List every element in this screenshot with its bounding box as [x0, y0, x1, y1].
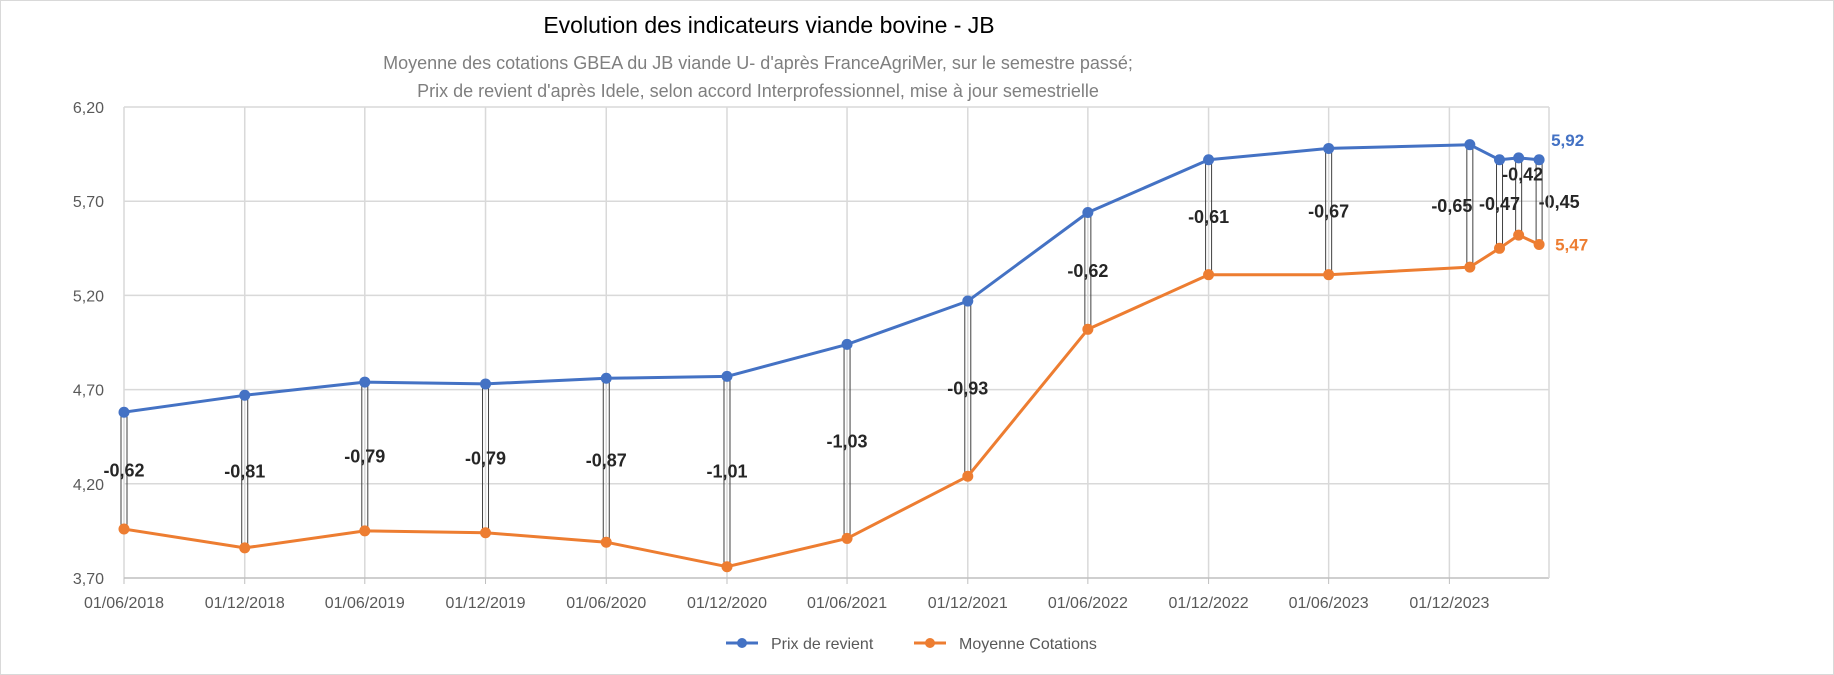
data-point-cotations [239, 542, 251, 554]
data-point-prix [118, 406, 130, 418]
data-labels: -0,62 -0,81 -0,79 -0,79 -0,87 -1,01 -1,03 -0,93… [103, 131, 1588, 482]
gap-data-label: -0,67 [1308, 202, 1349, 222]
data-point-prix [721, 370, 733, 382]
data-point-cotations [1323, 269, 1335, 281]
data-point-cotations [1494, 242, 1506, 254]
gap-data-label: -0,61 [1188, 207, 1229, 227]
data-point-cotations [962, 470, 974, 482]
x-tick-label: 01/12/2022 [1169, 595, 1249, 612]
data-point-cotations [1464, 261, 1476, 273]
chart-subtitle-line-1: Moyenne des cotations GBEA du JB viande … [383, 53, 1133, 73]
x-tick-label: 01/12/2019 [445, 595, 525, 612]
data-point-prix [962, 295, 974, 307]
gap-data-label: -0,45 [1539, 192, 1580, 212]
data-point-prix [239, 389, 251, 401]
x-tick-label: 01/06/2018 [84, 595, 164, 612]
y-tick-label: 4,70 [73, 383, 104, 400]
gap-data-label: -0,81 [224, 462, 265, 482]
gap-data-label: -0,87 [586, 450, 627, 470]
data-point-cotations [841, 532, 853, 544]
data-point-cotations [359, 525, 371, 537]
data-point-cotations [1513, 229, 1525, 241]
axes: 3,70 4,20 4,70 5,20 5,70 6,20 01/06/2018 01/12/… [73, 100, 1550, 612]
x-tick-label: 01/06/2021 [807, 595, 887, 612]
x-tick-label: 01/06/2020 [566, 595, 646, 612]
end-label-cotations: 5,47 [1555, 236, 1588, 255]
y-tick-label: 5,70 [73, 194, 104, 211]
series-line-cotations [123, 233, 1540, 569]
data-point-prix [1494, 154, 1506, 166]
x-tick-label: 01/12/2020 [687, 595, 767, 612]
data-point-prix [600, 372, 612, 384]
y-tick-label: 4,20 [73, 477, 104, 494]
gap-data-label: -0,42 [1502, 164, 1543, 184]
chart-subtitle-line-2: Prix de revient d'après Idele, selon acc… [417, 81, 1099, 101]
x-tick-label: 01/12/2021 [928, 595, 1008, 612]
gap-data-label: -0,79 [344, 446, 385, 466]
data-point-prix [1464, 139, 1476, 151]
y-tick-label: 3,70 [73, 571, 104, 588]
data-point-cotations [721, 561, 733, 573]
data-point-prix [1323, 142, 1335, 154]
x-tick-label: 01/06/2019 [325, 595, 405, 612]
data-point-cotations [118, 523, 130, 535]
series [118, 139, 1545, 573]
gap-data-label: -0,62 [1067, 261, 1108, 281]
legend-label-cotations: Moyenne Cotations [959, 636, 1097, 653]
x-tick-label: 01/06/2022 [1048, 595, 1128, 612]
legend-label-prix: Prix de revient [771, 636, 874, 653]
y-tick-label: 6,20 [73, 100, 104, 117]
gap-data-label: -0,93 [947, 379, 988, 399]
gap-data-label: -0,47 [1479, 194, 1520, 214]
x-tick-label: 01/12/2018 [205, 595, 285, 612]
legend: Prix de revient Moyenne Cotations [726, 636, 1097, 653]
data-point-cotations [1533, 239, 1545, 251]
gap-data-label: -0,62 [103, 461, 144, 481]
data-point-cotations [480, 527, 492, 539]
data-point-prix [1203, 154, 1215, 166]
data-point-cotations [1082, 323, 1094, 335]
data-point-prix [1513, 152, 1525, 164]
gap-data-label: -0,79 [465, 448, 506, 468]
data-point-cotations [1203, 269, 1215, 281]
data-point-prix [841, 338, 853, 350]
data-point-prix [359, 376, 371, 388]
data-point-cotations [600, 536, 612, 548]
x-tick-label: 01/06/2023 [1289, 595, 1369, 612]
gap-data-label: -1,01 [706, 462, 747, 482]
data-point-prix [480, 378, 492, 390]
legend-marker-prix [737, 638, 747, 648]
legend-marker-cotations [925, 638, 935, 648]
end-label-prix: 5,92 [1551, 131, 1584, 150]
data-point-prix [1082, 207, 1094, 219]
grid [123, 106, 1549, 578]
x-tick-label: 01/12/2023 [1409, 595, 1489, 612]
gap-data-label: -1,03 [827, 431, 868, 451]
y-tick-label: 5,20 [73, 288, 104, 305]
data-point-prix [1533, 154, 1545, 166]
gap-data-label: -0,65 [1431, 196, 1472, 216]
chart-title: Evolution des indicateurs viande bovine … [543, 12, 994, 38]
